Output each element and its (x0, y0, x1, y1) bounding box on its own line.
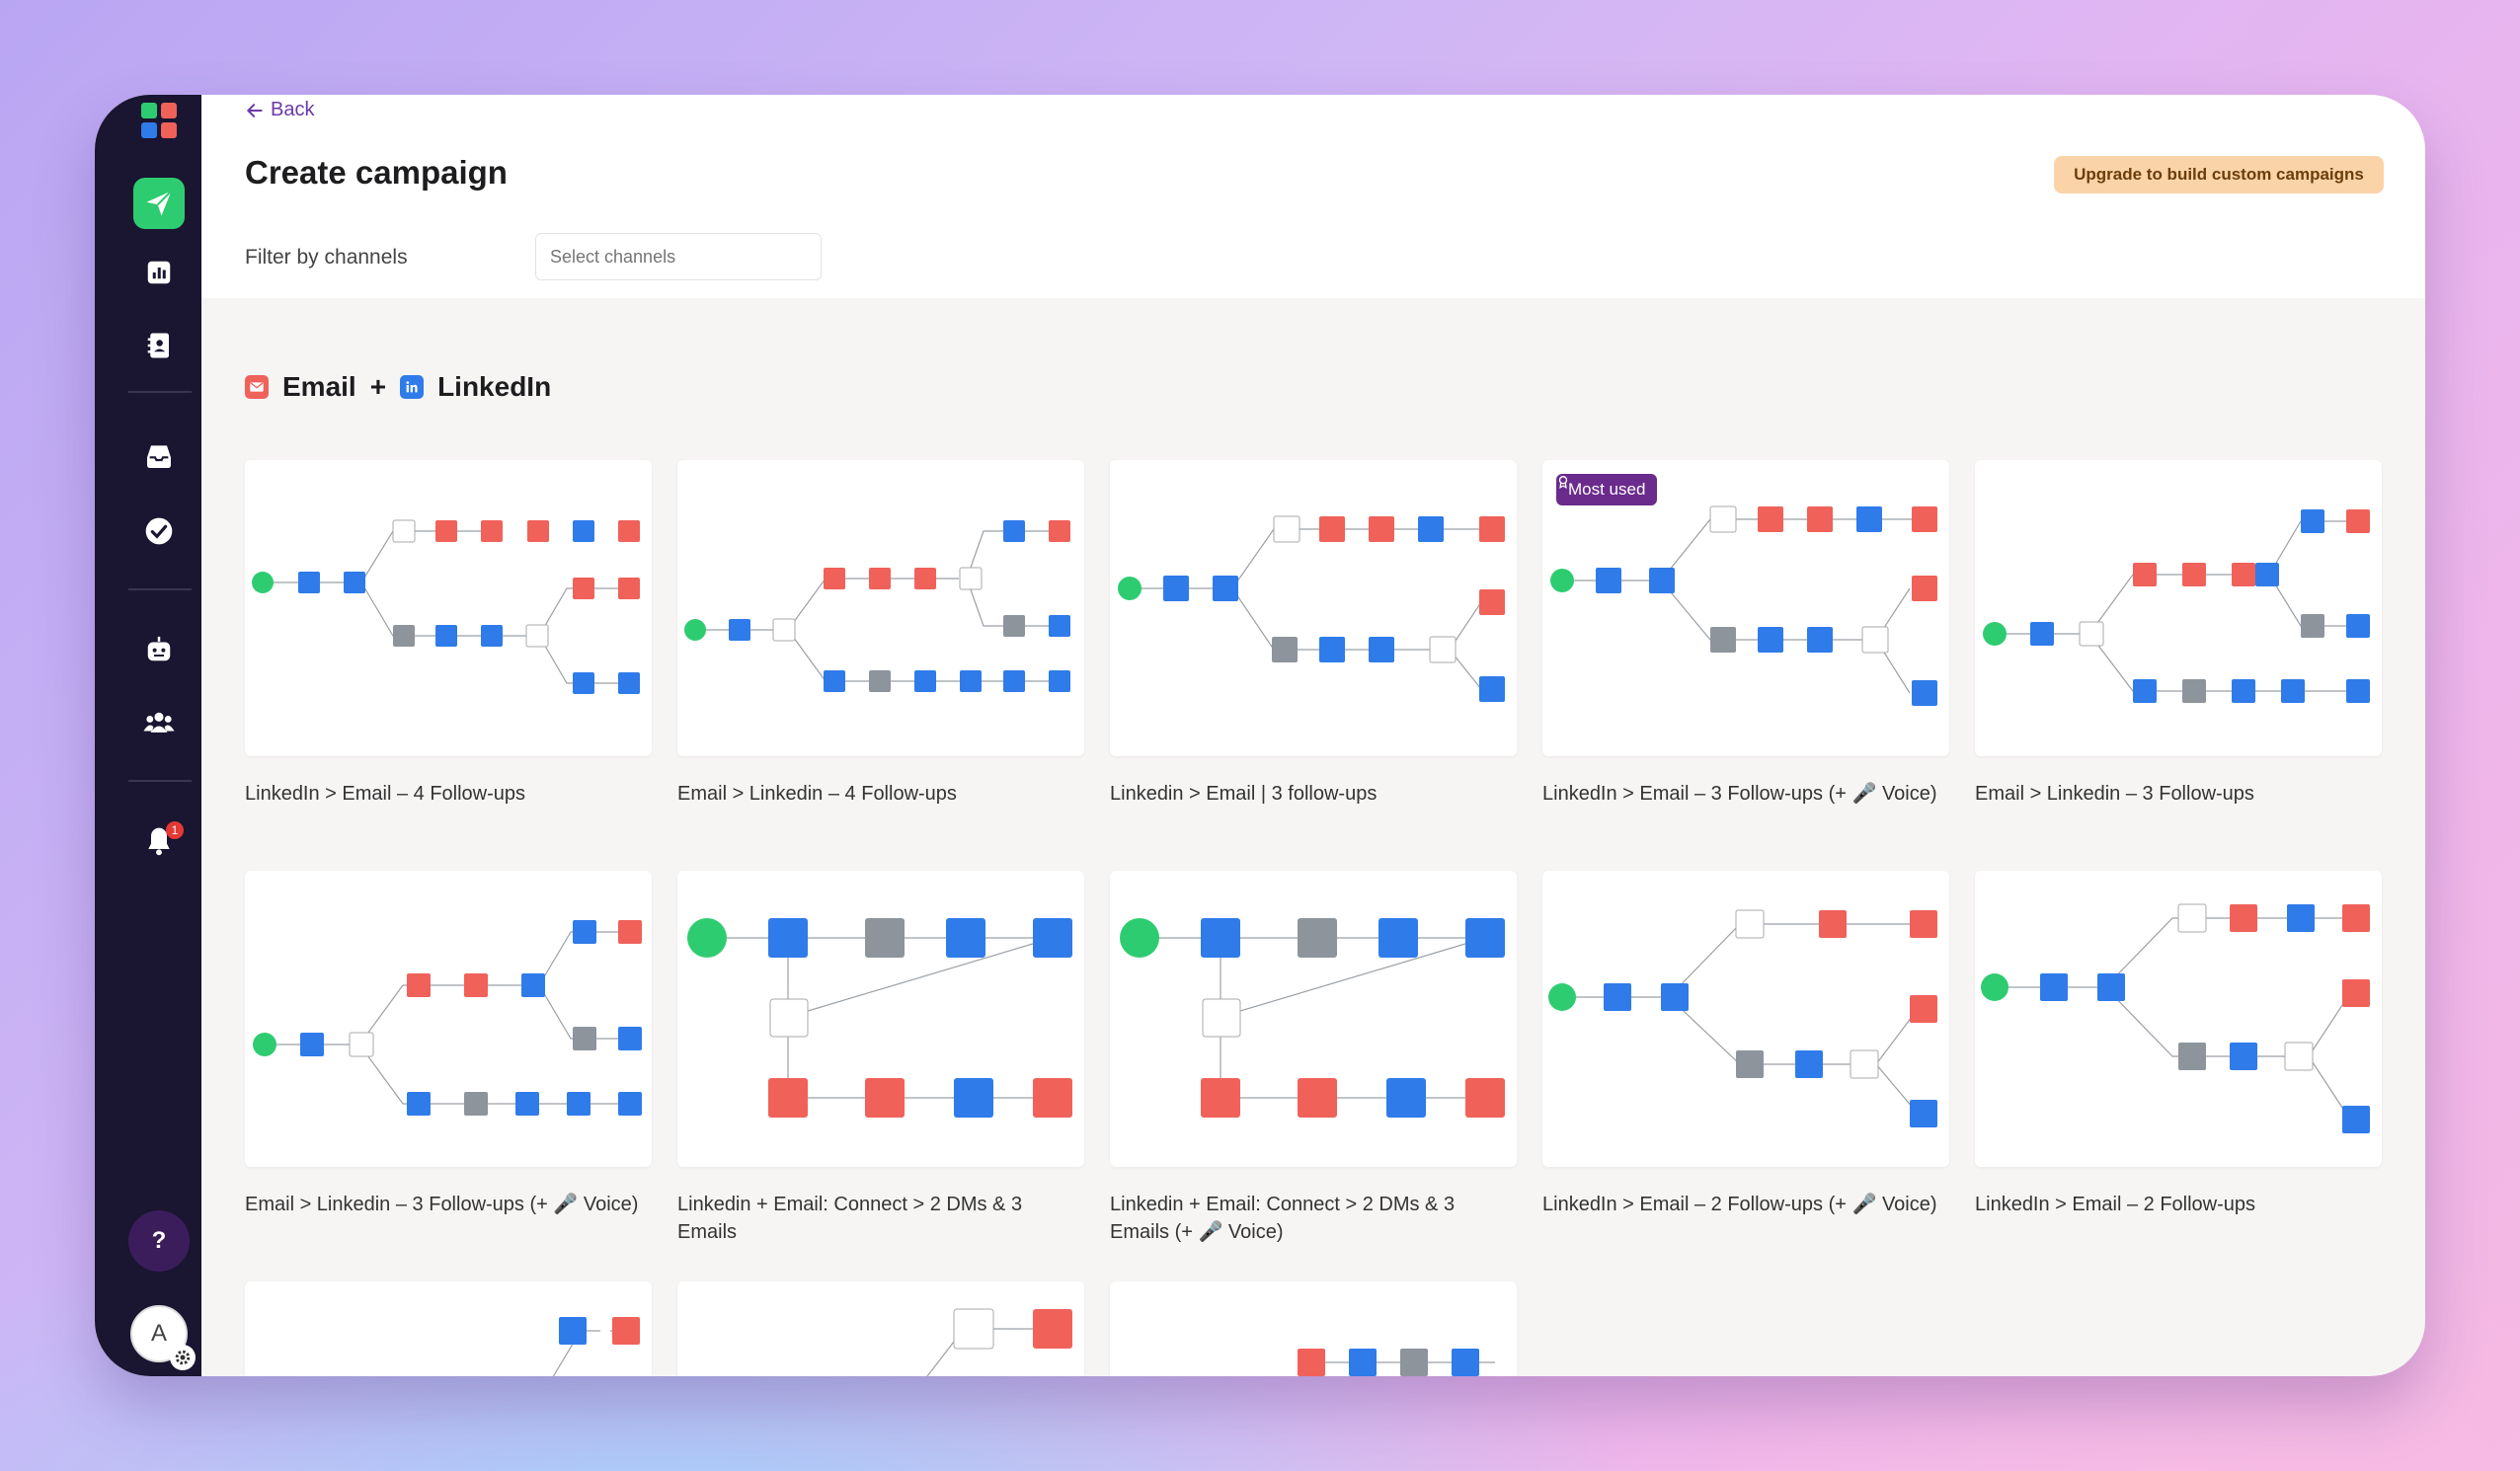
template-title: Email > Linkedin – 3 Follow-ups (1975, 783, 2254, 805)
check-circle-icon[interactable] (133, 505, 185, 557)
template-title: Email > Linkedin – 4 Follow-ups (677, 783, 957, 805)
flow-diagram (1118, 515, 1505, 702)
most-used-badge: Most used (1556, 474, 1658, 505)
notification-badge: 1 (166, 821, 184, 839)
template-card[interactable] (1975, 460, 2382, 756)
flow-diagram (1550, 505, 1937, 706)
template-title: Linkedin > Email | 3 follow-ups (1110, 783, 1378, 805)
template-card[interactable]: Most used (1542, 460, 1949, 756)
template-card[interactable] (1110, 1281, 1517, 1376)
template-title: LinkedIn > Email – 3 Follow-ups (+ 🎤 Voi… (1542, 783, 1937, 805)
help-button[interactable]: ? (128, 1210, 190, 1272)
template-title: Email > Linkedin – 3 Follow-ups (+ 🎤 Voi… (245, 1194, 639, 1215)
template-card[interactable] (1110, 460, 1517, 756)
template-card[interactable] (245, 871, 652, 1167)
sidebar: 1 ? A (95, 95, 201, 1376)
chart-icon[interactable] (133, 247, 185, 298)
template-card[interactable] (245, 1281, 652, 1376)
flow-diagram (253, 920, 642, 1116)
flow-diagram (1981, 903, 2370, 1133)
flow-diagram (926, 1308, 1072, 1376)
template-card[interactable] (1975, 871, 2382, 1167)
sidebar-divider (128, 780, 192, 782)
contacts-icon[interactable] (133, 320, 185, 371)
app-window: 1 ? A Back Create campaign Upgrade to bu… (95, 95, 2425, 1376)
section-heading: Email + LinkedIn (245, 371, 551, 403)
team-icon[interactable] (133, 697, 185, 748)
template-title: LinkedIn > Email – 2 Follow-ups (+ 🎤 Voi… (1542, 1194, 1937, 1215)
inbox-icon[interactable] (133, 430, 185, 482)
template-card[interactable] (1542, 871, 1949, 1167)
flow-diagram (252, 519, 640, 694)
flow-diagram (1983, 509, 2370, 703)
flow-diagram (1298, 1349, 1495, 1376)
section-plus: + (369, 371, 387, 402)
sidebar-divider (128, 588, 192, 590)
flow-diagram (687, 918, 1072, 1118)
flow-diagram (1120, 918, 1505, 1118)
template-card[interactable] (245, 460, 652, 756)
template-card[interactable] (677, 460, 1084, 756)
send-icon[interactable] (133, 178, 185, 229)
section-channel-linkedin: LinkedIn (437, 371, 552, 402)
flow-diagram (552, 1317, 640, 1376)
bot-icon[interactable] (133, 624, 185, 675)
template-title: LinkedIn > Email – 2 Follow-ups (1975, 1194, 2256, 1215)
template-card[interactable] (677, 871, 1084, 1167)
arrow-left-icon (246, 103, 263, 117)
main-content: Back Create campaign Upgrade to build cu… (201, 95, 2425, 1376)
template-title: Linkedin + Email: Connect > 2 DMs & 3 Em… (677, 1194, 1023, 1243)
sidebar-divider (128, 391, 192, 393)
app-logo-icon (139, 101, 179, 140)
award-icon (1558, 476, 1568, 490)
template-card[interactable] (1110, 871, 1517, 1167)
page-title: Create campaign (245, 154, 508, 191)
back-link[interactable]: Back (245, 99, 314, 121)
template-title: Linkedin + Email: Connect > 2 DMs & 3 Em… (1110, 1194, 1456, 1243)
template-card[interactable] (677, 1281, 1084, 1376)
channel-filter-select[interactable] (535, 233, 822, 280)
linkedin-icon (400, 375, 425, 399)
flow-diagram (1548, 909, 1937, 1127)
bell-icon[interactable] (133, 815, 185, 867)
email-icon (245, 375, 269, 399)
most-used-label: Most used (1568, 480, 1646, 499)
header: Back Create campaign Upgrade to build cu… (201, 95, 2425, 298)
back-label: Back (271, 99, 315, 120)
section-channel-email: Email (282, 371, 356, 402)
upgrade-button[interactable]: Upgrade to build custom campaigns (2054, 156, 2384, 194)
gear-icon[interactable] (170, 1345, 196, 1370)
filter-label: Filter by channels (245, 246, 408, 269)
template-title: LinkedIn > Email – 4 Follow-ups (245, 783, 526, 805)
flow-diagram (684, 520, 1070, 692)
